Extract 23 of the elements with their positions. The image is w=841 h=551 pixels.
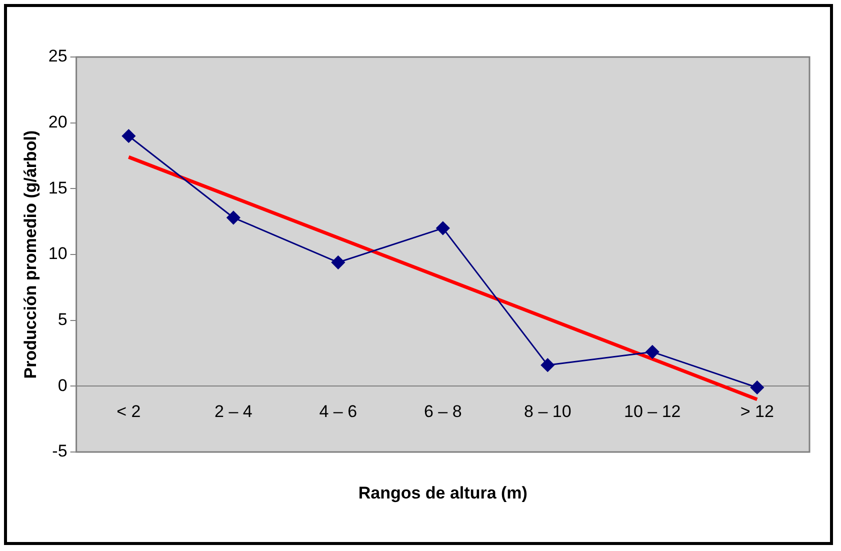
point [226,210,240,224]
y-axis-title: Producción promedio (g/árbol) [20,130,40,379]
x-tick-label: 8 – 10 [524,402,572,422]
point [646,345,660,359]
x-tick-label: 4 – 6 [319,402,358,422]
x-tick-label: < 2 [116,402,141,422]
y-tick-label: 20 [48,112,68,132]
x-tick-label: 10 – 12 [624,402,681,422]
point [331,256,345,270]
point [750,380,764,394]
y-tick-label: 0 [58,376,68,395]
y-tick-label: 25 [48,46,68,66]
y-tick-label: -5 [52,442,68,461]
point [436,221,450,235]
x-tick-label: > 12 [740,402,774,422]
x-tick-label: 2 – 4 [214,402,252,422]
x-tick-label: 6 – 8 [424,402,462,422]
y-tick-label: 5 [58,310,68,330]
y-tick-label: 15 [48,178,68,198]
point [540,358,554,372]
y-tick-label: 10 [48,244,68,264]
point [122,129,136,143]
x-axis-title: Rangos de altura (m) [358,484,528,503]
